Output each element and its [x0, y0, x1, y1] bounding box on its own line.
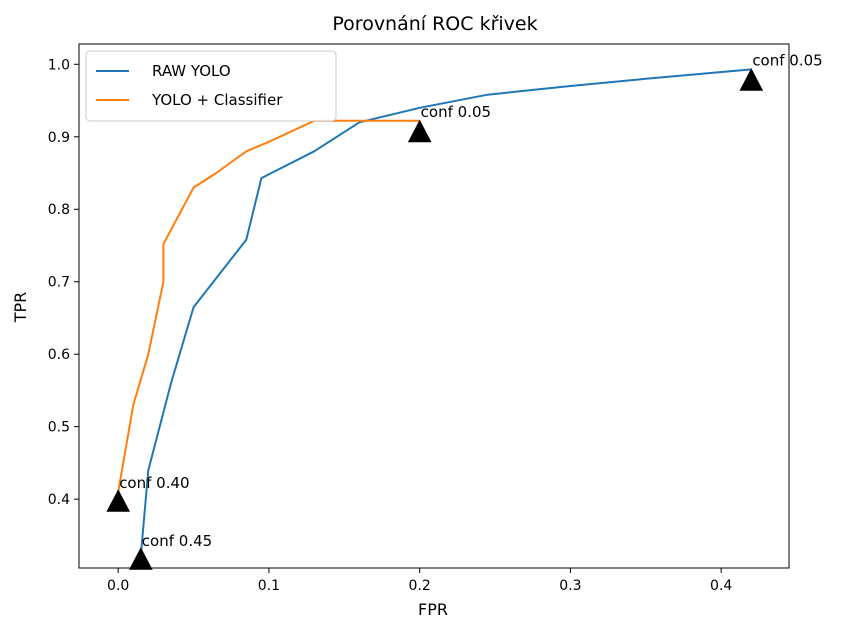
y-tick-label: 0.8 [48, 202, 70, 218]
y-tick-label: 1.0 [48, 57, 70, 73]
x-tick-label: 0.1 [258, 578, 280, 594]
legend-entry-2: YOLO + Classifier [151, 91, 283, 109]
plot-area [78, 43, 790, 569]
annotation-layer: conf 0.05 conf 0.05 conf 0.40 conf 0.45 [106, 51, 823, 570]
y-tick-label: 0.4 [48, 492, 70, 508]
annotation-label: conf 0.45 [142, 532, 212, 550]
legend: RAW YOLO YOLO + Classifier [85, 50, 337, 122]
y-axis-ticks: 0.4 0.5 0.6 0.7 0.8 0.9 1.0 [48, 57, 79, 508]
x-tick-label: 0.3 [559, 578, 581, 594]
x-axis-ticks: 0.0 0.1 0.2 0.3 0.4 [107, 568, 732, 594]
x-axis-label: FPR [418, 600, 448, 619]
annotation-marker [407, 119, 432, 143]
y-tick-label: 0.5 [48, 420, 70, 436]
legend-entry-1: RAW YOLO [152, 62, 231, 80]
series-line-2 [117, 119, 420, 493]
x-tick-label: 0.4 [710, 578, 732, 594]
y-tick-label: 0.6 [48, 347, 70, 363]
annotation-label: conf 0.05 [421, 103, 491, 121]
annotation-marker [106, 489, 131, 512]
chart-title: Porovnání ROC křivek [332, 13, 537, 35]
legend-box [85, 50, 337, 122]
plot-frame [78, 43, 790, 569]
annotation-label: conf 0.05 [752, 51, 822, 69]
x-tick-label: 0.0 [107, 578, 129, 594]
series-layer [117, 68, 752, 556]
y-tick-label: 0.7 [48, 275, 70, 291]
y-tick-label: 0.9 [48, 130, 70, 146]
y-axis-label: TPR [11, 292, 30, 324]
annotation-label: conf 0.40 [119, 474, 189, 492]
annotation-marker [128, 547, 153, 570]
x-tick-label: 0.2 [409, 578, 431, 594]
series-line-1 [139, 68, 752, 556]
annotation-marker [739, 68, 764, 91]
